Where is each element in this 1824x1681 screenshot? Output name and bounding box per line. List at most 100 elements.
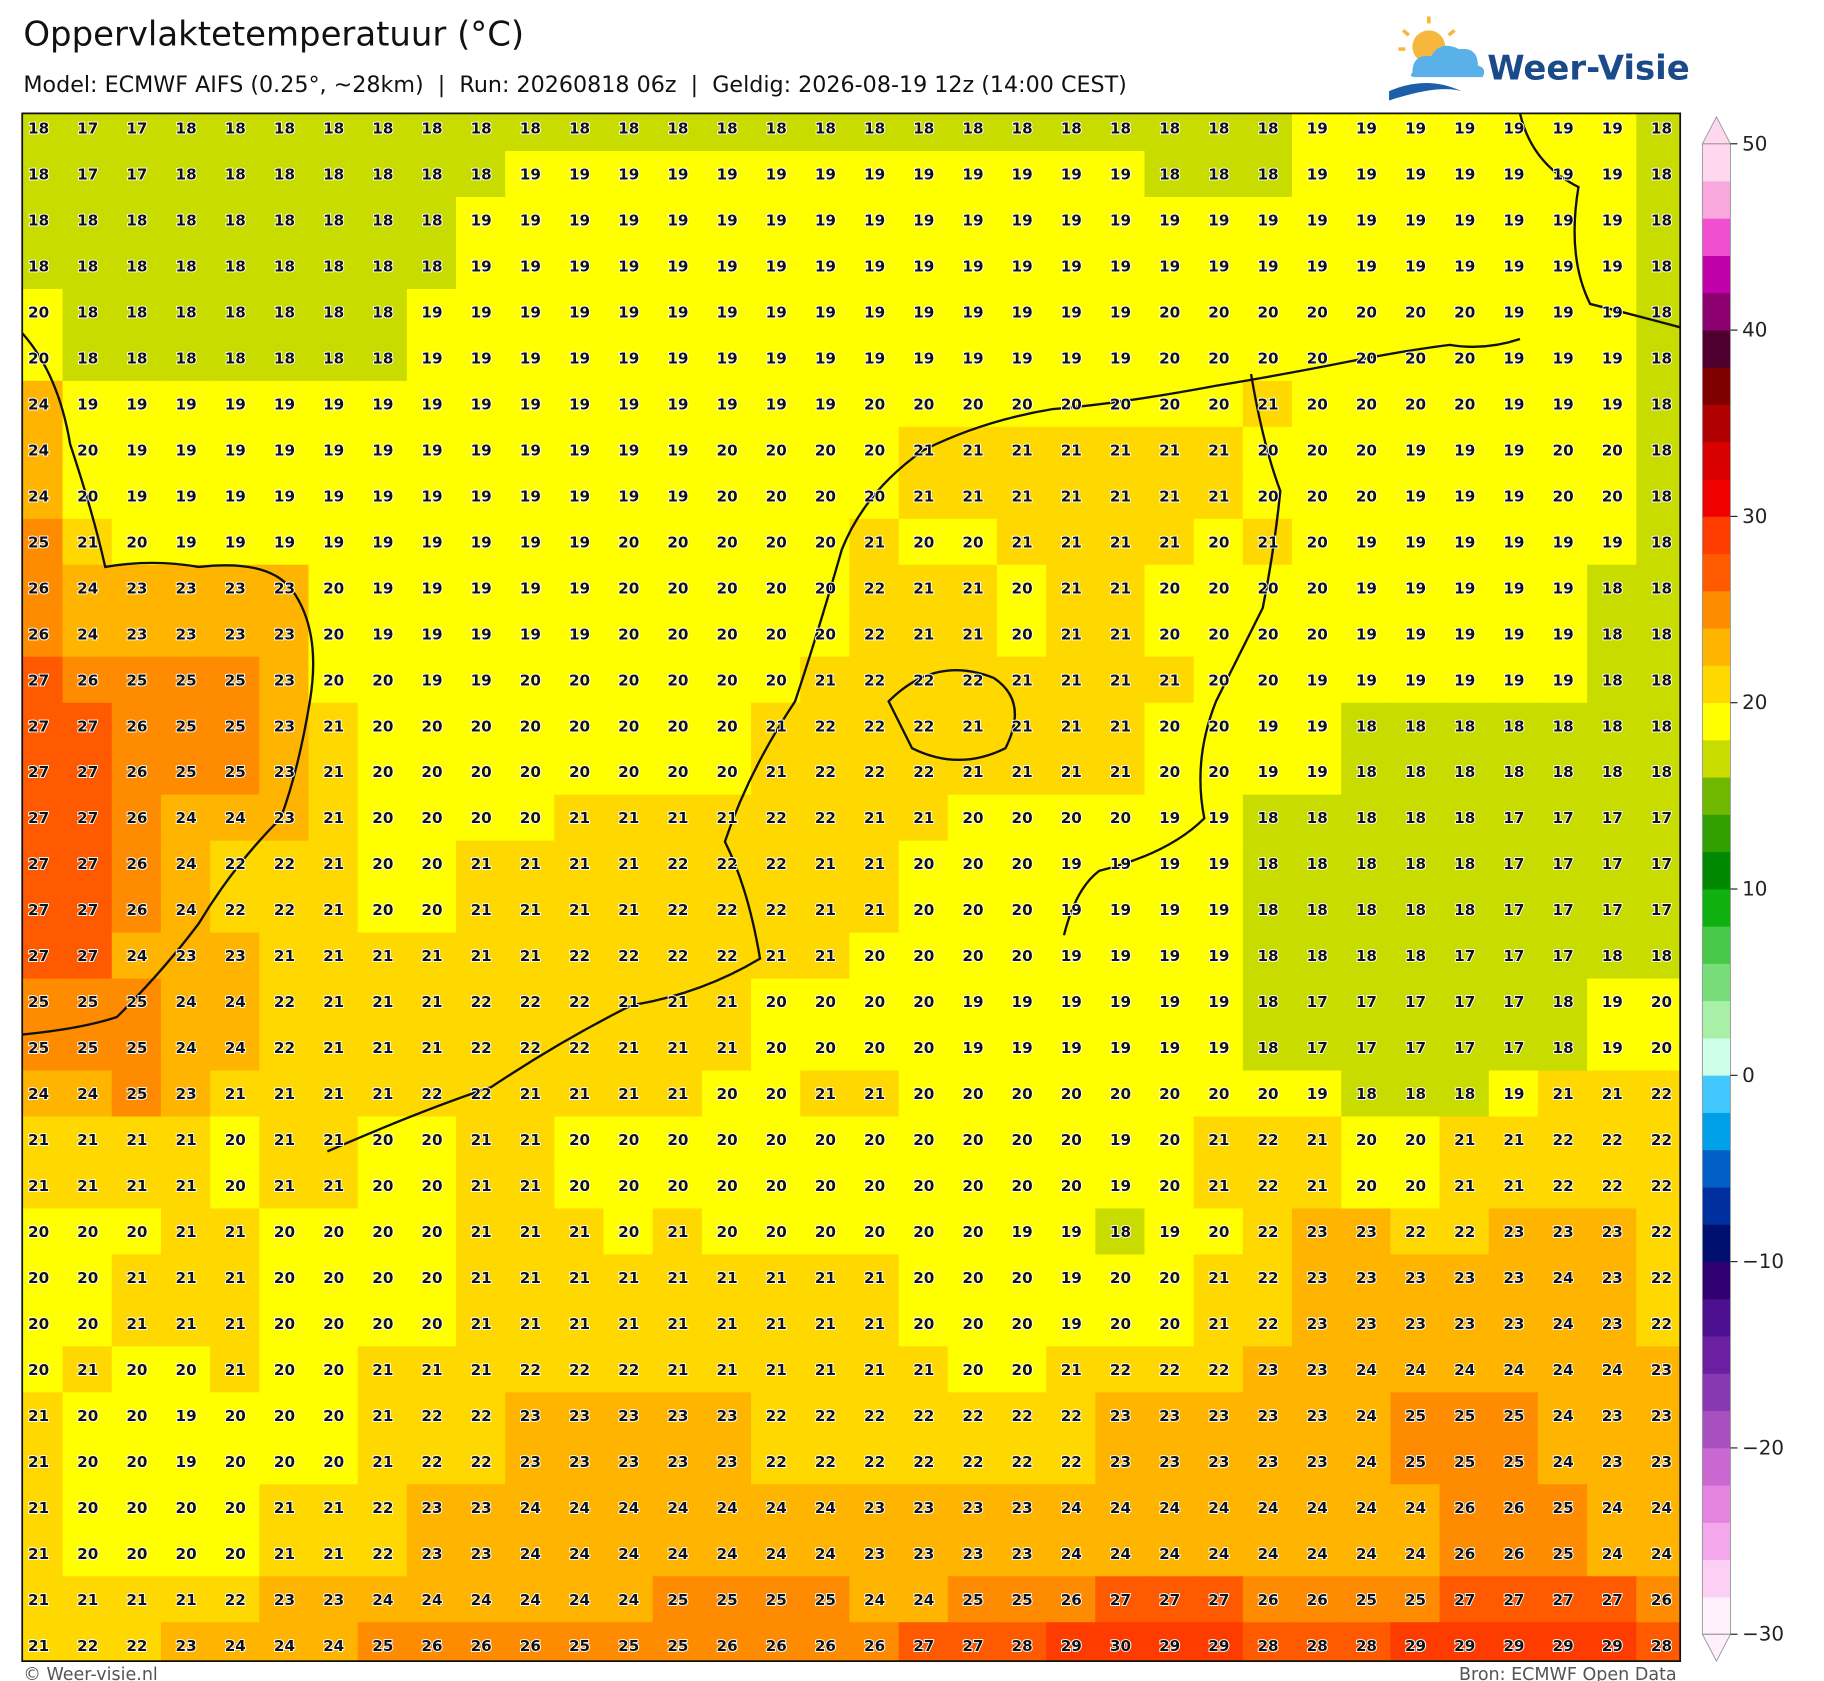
temperature-label: 21 xyxy=(520,1177,541,1195)
temperature-cell xyxy=(1341,1576,1392,1624)
temperature-label: 19 xyxy=(1503,1085,1524,1103)
temperature-cell xyxy=(259,334,310,383)
temperature-cell xyxy=(62,1530,113,1578)
temperature-cell xyxy=(1537,1024,1589,1072)
temperature-cell xyxy=(1587,748,1638,796)
temperature-label: 19 xyxy=(1208,1039,1229,1057)
temperature-label: 21 xyxy=(1208,1315,1229,1333)
temperature-label: 21 xyxy=(1454,1177,1475,1195)
temperature-cell xyxy=(554,518,605,566)
temperature-cell xyxy=(22,380,64,429)
temperature-cell xyxy=(259,288,310,337)
temperature-label: 20 xyxy=(1110,1315,1131,1333)
temperature-cell xyxy=(22,113,64,153)
temperature-cell xyxy=(406,1438,458,1486)
temperature-cell xyxy=(1095,1116,1146,1164)
temperature-cell xyxy=(898,1576,949,1624)
temperature-cell xyxy=(554,1346,605,1394)
temperature-cell xyxy=(1242,748,1294,796)
colorbar-segment xyxy=(1702,777,1731,815)
temperature-label: 19 xyxy=(667,166,688,184)
temperature-label: 22 xyxy=(471,1039,492,1057)
temperature-label: 20 xyxy=(1208,1223,1229,1241)
temperature-cell xyxy=(210,1162,261,1210)
temperature-label: 20 xyxy=(913,1131,934,1149)
temperature-cell xyxy=(849,794,900,842)
temperature-label: 23 xyxy=(569,1453,590,1471)
source: Bron: ECMWF Open Data xyxy=(1459,1665,1677,1681)
temperature-cell xyxy=(1587,932,1638,980)
temperature-label: 20 xyxy=(1061,1131,1082,1149)
temperature-cell xyxy=(111,978,163,1026)
temperature-cell xyxy=(1341,840,1392,888)
temperature-label: 27 xyxy=(1454,1591,1475,1609)
temperature-cell xyxy=(1439,932,1490,980)
temperature-cell xyxy=(1095,113,1146,153)
temperature-label: 21 xyxy=(323,809,344,827)
temperature-cell xyxy=(1046,610,1097,658)
temperature-label: 21 xyxy=(618,855,639,873)
temperature-cell xyxy=(1390,1530,1441,1578)
temperature-label: 20 xyxy=(913,533,934,551)
temperature-cell xyxy=(1292,113,1343,153)
temperature-cell xyxy=(1046,1162,1097,1210)
temperature-cell xyxy=(406,1116,458,1164)
temperature-cell xyxy=(1390,610,1441,658)
temperature-cell xyxy=(1144,1300,1195,1348)
temperature-cell xyxy=(1341,1208,1392,1256)
temperature-cell xyxy=(22,1392,64,1440)
temperature-label: 23 xyxy=(176,947,197,965)
temperature-label: 22 xyxy=(1257,1269,1278,1287)
temperature-cell xyxy=(1587,518,1638,566)
temperature-cell xyxy=(1390,1346,1441,1394)
temperature-cell xyxy=(160,196,212,245)
temperature-cell xyxy=(308,1484,359,1532)
logo-rays xyxy=(1398,16,1456,51)
temperature-cell xyxy=(1095,794,1146,842)
temperature-label: 21 xyxy=(77,1361,98,1379)
temperature-cell xyxy=(1292,1530,1343,1578)
temperature-label: 19 xyxy=(1159,1039,1180,1057)
temperature-cell xyxy=(800,932,851,980)
temperature-label: 20 xyxy=(1159,349,1180,367)
temperature-label: 23 xyxy=(1602,1223,1623,1241)
temperature-label: 19 xyxy=(618,258,639,276)
temperature-label: 20 xyxy=(520,671,541,689)
temperature-cell xyxy=(849,1576,900,1624)
temperature-cell xyxy=(1242,1070,1294,1118)
temperature-cell xyxy=(406,1254,458,1302)
temperature-label: 24 xyxy=(77,1085,98,1103)
temperature-label: 19 xyxy=(1454,166,1475,184)
temperature-cell xyxy=(751,1576,802,1624)
temperature-label: 20 xyxy=(77,1407,98,1425)
temperature-label: 19 xyxy=(913,303,934,321)
temperature-label: 21 xyxy=(28,1499,49,1517)
temperature-cell xyxy=(1636,886,1681,934)
temperature-label: 20 xyxy=(1257,303,1278,321)
temperature-cell xyxy=(849,334,900,383)
temperature-label: 24 xyxy=(913,1591,934,1609)
temperature-cell xyxy=(160,1162,212,1210)
temperature-cell xyxy=(1636,1300,1681,1348)
temperature-cell xyxy=(652,380,704,429)
temperature-label: 28 xyxy=(1012,1637,1033,1655)
temperature-label: 20 xyxy=(372,1269,393,1287)
temperature-label: 19 xyxy=(1503,533,1524,551)
temperature-label: 17 xyxy=(1307,1039,1328,1057)
temperature-label: 19 xyxy=(1503,671,1524,689)
temperature-cell xyxy=(1193,840,1245,888)
temperature-cell xyxy=(259,1530,310,1578)
temperature-cell xyxy=(111,242,163,291)
temperature-label: 20 xyxy=(1012,1085,1033,1103)
temperature-cell xyxy=(210,932,261,980)
temperature-label: 20 xyxy=(323,1223,344,1241)
temperature-label: 19 xyxy=(471,671,492,689)
temperature-label: 19 xyxy=(1012,1223,1033,1241)
temperature-label: 18 xyxy=(1405,1085,1426,1103)
temperature-label: 21 xyxy=(618,1085,639,1103)
temperature-cell xyxy=(111,380,163,429)
temperature-cell xyxy=(1193,1162,1245,1210)
colorbar-segment xyxy=(1702,963,1731,1002)
temperature-cell xyxy=(800,1300,851,1348)
temperature-cell xyxy=(1390,113,1441,153)
